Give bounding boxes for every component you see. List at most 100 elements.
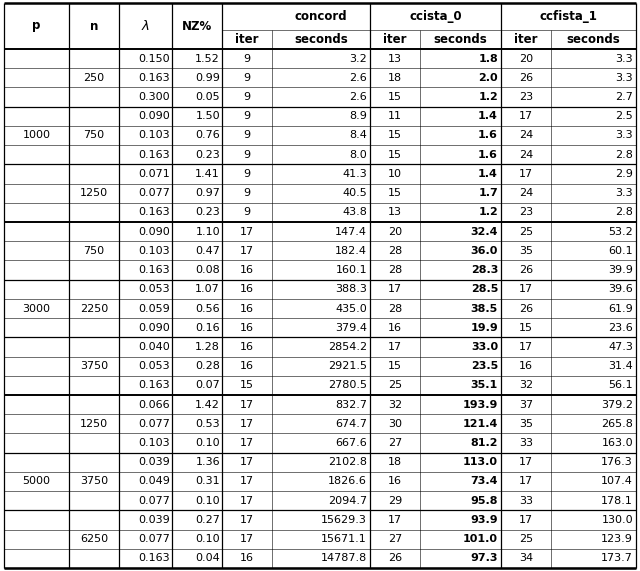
Text: ccfista_1: ccfista_1 [540,10,597,23]
Text: 0.99: 0.99 [195,73,220,83]
Text: 17: 17 [388,284,402,294]
Text: 0.163: 0.163 [138,207,170,218]
Text: 9: 9 [243,54,251,63]
Text: 1.28: 1.28 [195,342,220,352]
Text: 0.10: 0.10 [195,496,220,506]
Text: 34: 34 [519,553,533,564]
Text: 16: 16 [240,361,254,371]
Text: 23.6: 23.6 [608,323,633,333]
Text: 39.6: 39.6 [608,284,633,294]
Text: 56.1: 56.1 [609,380,633,391]
Text: 2.9: 2.9 [615,169,633,179]
Text: 28: 28 [388,304,402,313]
Text: 2921.5: 2921.5 [328,361,367,371]
Text: 32.4: 32.4 [470,227,498,236]
Text: 17: 17 [240,534,254,544]
Text: 0.16: 0.16 [195,323,220,333]
Text: 107.4: 107.4 [601,477,633,486]
Text: 9: 9 [243,73,251,83]
Text: 2.7: 2.7 [615,92,633,102]
Text: 9: 9 [243,150,251,160]
Text: 16: 16 [388,323,402,333]
Text: 36.0: 36.0 [470,246,498,256]
Text: 8.0: 8.0 [349,150,367,160]
Text: 33: 33 [519,496,533,506]
Text: 15: 15 [388,361,402,371]
Text: 9: 9 [243,169,251,179]
Text: 17: 17 [519,515,533,525]
Text: 33.0: 33.0 [471,342,498,352]
Text: 1.6: 1.6 [478,150,498,160]
Text: 31.4: 31.4 [608,361,633,371]
Text: 16: 16 [240,323,254,333]
Text: 95.8: 95.8 [470,496,498,506]
Text: 750: 750 [83,131,104,140]
Text: iter: iter [383,33,407,46]
Text: 9: 9 [243,207,251,218]
Text: 32: 32 [388,400,402,409]
Text: 1.2: 1.2 [478,207,498,218]
Text: 0.103: 0.103 [138,131,170,140]
Text: 147.4: 147.4 [335,227,367,236]
Text: 193.9: 193.9 [463,400,498,409]
Text: 11: 11 [388,111,402,121]
Text: 18: 18 [388,457,402,467]
Text: 0.10: 0.10 [195,438,220,448]
Text: 28.3: 28.3 [470,265,498,275]
Text: 10: 10 [388,169,402,179]
Text: 15: 15 [519,323,533,333]
Text: 9: 9 [243,92,251,102]
Text: 17: 17 [519,342,533,352]
Text: 1.52: 1.52 [195,54,220,63]
Text: 5000: 5000 [22,477,51,486]
Text: 0.163: 0.163 [138,380,170,391]
Text: 37: 37 [519,400,533,409]
Text: 35: 35 [519,419,533,429]
Text: 14787.8: 14787.8 [321,553,367,564]
Text: 388.3: 388.3 [335,284,367,294]
Text: NZ%: NZ% [182,19,212,33]
Text: 20: 20 [519,54,533,63]
Text: 0.53: 0.53 [195,419,220,429]
Text: 26: 26 [519,73,533,83]
Text: 750: 750 [83,246,104,256]
Text: 32: 32 [519,380,533,391]
Text: 1250: 1250 [80,188,108,198]
Text: 2.5: 2.5 [615,111,633,121]
Text: 3000: 3000 [22,304,51,313]
Text: seconds: seconds [294,33,348,46]
Text: 28.5: 28.5 [470,284,498,294]
Text: 250: 250 [83,73,104,83]
Text: 40.5: 40.5 [342,188,367,198]
Text: 24: 24 [519,188,533,198]
Text: 1.4: 1.4 [478,111,498,121]
Text: 28: 28 [388,265,402,275]
Text: 0.077: 0.077 [138,534,170,544]
Text: $\lambda$: $\lambda$ [141,19,150,33]
Text: 0.05: 0.05 [195,92,220,102]
Text: 24: 24 [519,150,533,160]
Text: 53.2: 53.2 [608,227,633,236]
Text: 0.103: 0.103 [138,246,170,256]
Text: 265.8: 265.8 [601,419,633,429]
Text: 26: 26 [519,265,533,275]
Text: 2.8: 2.8 [615,207,633,218]
Text: 6250: 6250 [80,534,108,544]
Text: n: n [90,19,98,33]
Text: 17: 17 [388,342,402,352]
Text: 1.4: 1.4 [478,169,498,179]
Text: 1.2: 1.2 [478,92,498,102]
Text: 8.9: 8.9 [349,111,367,121]
Text: 1.42: 1.42 [195,400,220,409]
Text: 113.0: 113.0 [463,457,498,467]
Text: 0.039: 0.039 [138,515,170,525]
Text: 16: 16 [519,361,533,371]
Text: 15: 15 [388,92,402,102]
Text: 0.23: 0.23 [195,150,220,160]
Text: 43.8: 43.8 [342,207,367,218]
Text: 0.28: 0.28 [195,361,220,371]
Text: 178.1: 178.1 [601,496,633,506]
Text: 0.23: 0.23 [195,207,220,218]
Text: 16: 16 [388,477,402,486]
Text: 163.0: 163.0 [602,438,633,448]
